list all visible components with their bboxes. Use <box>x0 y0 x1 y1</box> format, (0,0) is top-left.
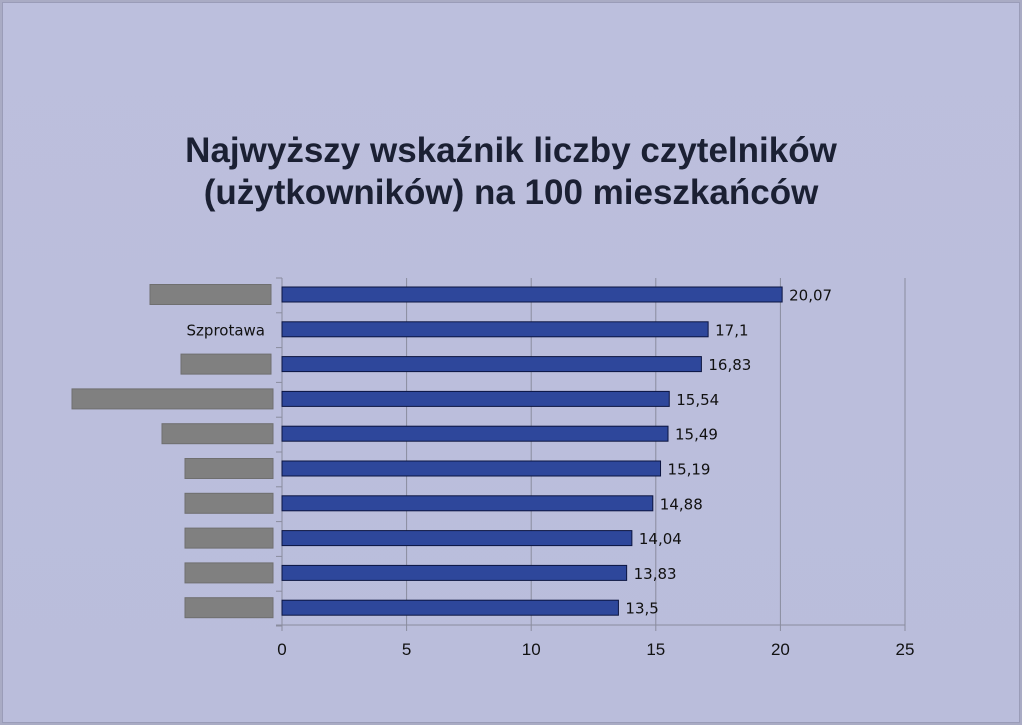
redacted-category-label <box>161 423 274 445</box>
chart-title: Najwyższy wskaźnik liczby czytelników (u… <box>0 130 1022 214</box>
bar <box>281 460 662 477</box>
redacted-category-label <box>184 562 274 584</box>
data-label: 14,04 <box>639 530 682 548</box>
x-tick-label: 10 <box>522 640 541 659</box>
bar <box>281 321 709 338</box>
x-tick-label: 15 <box>646 640 665 659</box>
data-label: 15,54 <box>676 391 719 409</box>
chart-title-line-1: Najwyższy wskaźnik liczby czytelników <box>185 131 837 170</box>
data-label: 14,88 <box>660 495 703 513</box>
redacted-category-label <box>184 527 274 549</box>
bar <box>281 356 702 373</box>
redacted-category-label <box>71 388 274 410</box>
data-label: 17,1 <box>715 321 748 339</box>
bar <box>281 390 670 407</box>
x-tick-label: 5 <box>402 640 411 659</box>
bar <box>281 564 628 581</box>
data-label: 15,19 <box>668 461 711 479</box>
bar <box>281 495 654 512</box>
data-label: 15,49 <box>675 426 718 444</box>
data-label: 13,5 <box>625 600 658 618</box>
bar <box>281 425 669 442</box>
data-label: 16,83 <box>708 356 751 374</box>
category-label: Szprotawa <box>187 321 265 339</box>
bar <box>281 286 783 303</box>
x-tick-label: 0 <box>277 640 286 659</box>
chart-title-line-2: (użytkowników) na 100 mieszkańców <box>203 173 819 212</box>
bar <box>281 530 633 547</box>
redacted-category-label <box>184 597 274 619</box>
x-tick-label: 25 <box>896 640 915 659</box>
redacted-category-label <box>184 492 274 514</box>
data-label: 13,83 <box>634 565 677 583</box>
redacted-category-label <box>180 353 272 375</box>
redacted-category-label <box>149 284 272 305</box>
x-tick-label: 20 <box>771 640 790 659</box>
bar <box>281 599 619 616</box>
data-label: 20,07 <box>789 287 832 305</box>
redacted-category-label <box>184 458 274 479</box>
